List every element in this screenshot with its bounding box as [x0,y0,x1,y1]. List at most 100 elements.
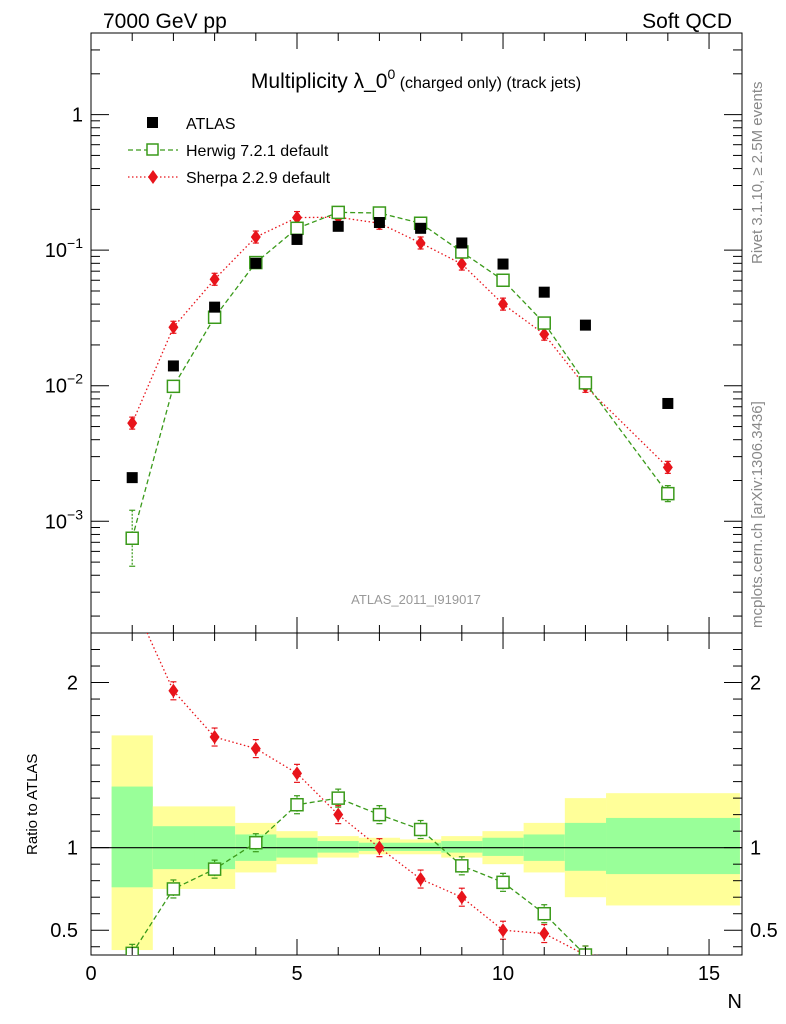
plot-title: Multiplicity λ_00 (charged only) (track … [251,66,581,93]
point-atlas [332,220,344,232]
ratio-series [125,633,602,955]
line-sherpa [131,216,669,468]
point-herwig [661,486,675,501]
side-label-mcplots: mcplots.cern.ch [arXiv:1306.3436] [749,401,766,628]
header-left-label: 7000 GeV pp [103,10,227,33]
ratio-point-herwig [166,882,181,896]
point-sherpa [662,460,673,475]
legend-marker-sherpa [148,170,158,184]
point-atlas [497,258,509,270]
point-atlas [373,217,385,229]
band-inner [564,822,607,871]
y-tick-label: 10−3 [45,506,83,533]
point-herwig [290,221,304,236]
x-tick-label: 5 [291,963,302,985]
axes: 0 5 10 15 10−3 10−2 10−1 1 0.5 0.5 1 1 2 2 [45,32,778,985]
point-sherpa [539,327,550,342]
ratio-y-axis-label: Ratio to ATLAS [24,754,41,855]
ratio-point-sherpa [539,926,550,941]
point-atlas [126,472,138,484]
point-sherpa [209,272,220,287]
point-sherpa [250,230,261,245]
ratio-point-herwig [455,859,469,873]
point-atlas [291,233,303,245]
plot-title-main: Multiplicity λ_0 [251,70,388,93]
ratio-point-herwig [331,791,345,805]
legend-marker-atlas [147,117,158,128]
y-tick-label: 10−2 [45,371,83,398]
ratio-y-tick-label: 2 [67,673,78,695]
plot-title-tail: (charged only) (track jets) [400,75,581,92]
band-inner [482,837,524,856]
ratio-point-sherpa [415,872,426,887]
legend-marker-herwig [146,143,159,156]
x-tick-label: 15 [698,963,720,985]
ratio-point-herwig [537,906,551,921]
legend: ATLAS Herwig 7.2.1 default Sherpa 2.2.9 … [128,116,331,187]
ratio-y-tick-label: 0.5 [50,920,78,942]
point-herwig [578,376,593,390]
point-sherpa [292,210,303,225]
x-tick-label: 10 [492,963,514,985]
line-herwig [131,211,669,539]
ratio-point-herwig [249,835,263,850]
ratio-plot-frame [90,632,743,956]
point-atlas [456,237,468,249]
point-atlas [209,301,221,313]
ratio-point-herwig [496,875,510,890]
legend-label-atlas: ATLAS [186,116,236,133]
side-label-rivet: Rivet 3.1.10, ≥ 2.5M events [749,82,766,265]
y-tick-label: 10−1 [45,235,83,262]
x-tick-label: 0 [85,963,96,985]
ratio-point-sherpa [498,923,509,938]
plot-title-superscript: 0 [387,66,395,82]
point-herwig [496,273,510,288]
ratio-point-sherpa [292,766,303,781]
point-sherpa [498,297,509,312]
point-atlas [250,257,262,269]
point-sherpa [415,235,426,250]
band-inner [317,841,359,853]
point-atlas [415,222,427,234]
main-series [125,205,675,567]
point-herwig [166,379,181,394]
uncertainty-band [91,735,742,951]
point-herwig [331,205,345,220]
legend-label-sherpa: Sherpa 2.2.9 default [186,170,331,187]
header-right-label: Soft QCD [642,10,732,33]
ratio-point-sherpa [374,840,385,855]
ratio-y-tick-label-right: 2 [750,673,761,695]
point-sherpa [127,416,138,431]
ratio-y-tick-label-right: 1 [750,838,761,860]
ratio-y-tick-label: 1 [67,838,78,860]
point-atlas [538,286,550,298]
point-atlas [579,319,591,331]
ratio-y-tick-label-right: 0.5 [750,920,778,942]
point-sherpa [168,320,179,335]
ratio-point-sherpa [209,730,220,745]
point-herwig [537,316,551,330]
ratio-point-sherpa [250,741,261,756]
ratio-point-herwig [290,797,304,812]
point-atlas [662,397,674,409]
point-herwig [207,310,222,325]
band-inner [606,817,740,875]
ratio-line-sherpa [146,633,602,955]
ratio-point-herwig [413,822,428,837]
band-inner [400,842,442,851]
point-atlas [167,360,179,372]
band-inner [441,841,483,853]
legend-label-herwig: Herwig 7.2.1 default [186,143,329,160]
x-axis-label: N [728,991,742,1013]
ratio-point-herwig [207,862,222,876]
analysis-watermark: ATLAS_2011_I919017 [351,592,481,607]
point-sherpa [456,257,467,272]
ratio-point-sherpa [333,807,344,822]
y-tick-label: 1 [72,105,83,127]
ratio-point-herwig [372,807,387,822]
ratio-point-sherpa [168,683,179,698]
point-herwig [125,531,139,545]
ratio-point-sherpa [456,890,467,905]
band-inner [111,786,153,888]
